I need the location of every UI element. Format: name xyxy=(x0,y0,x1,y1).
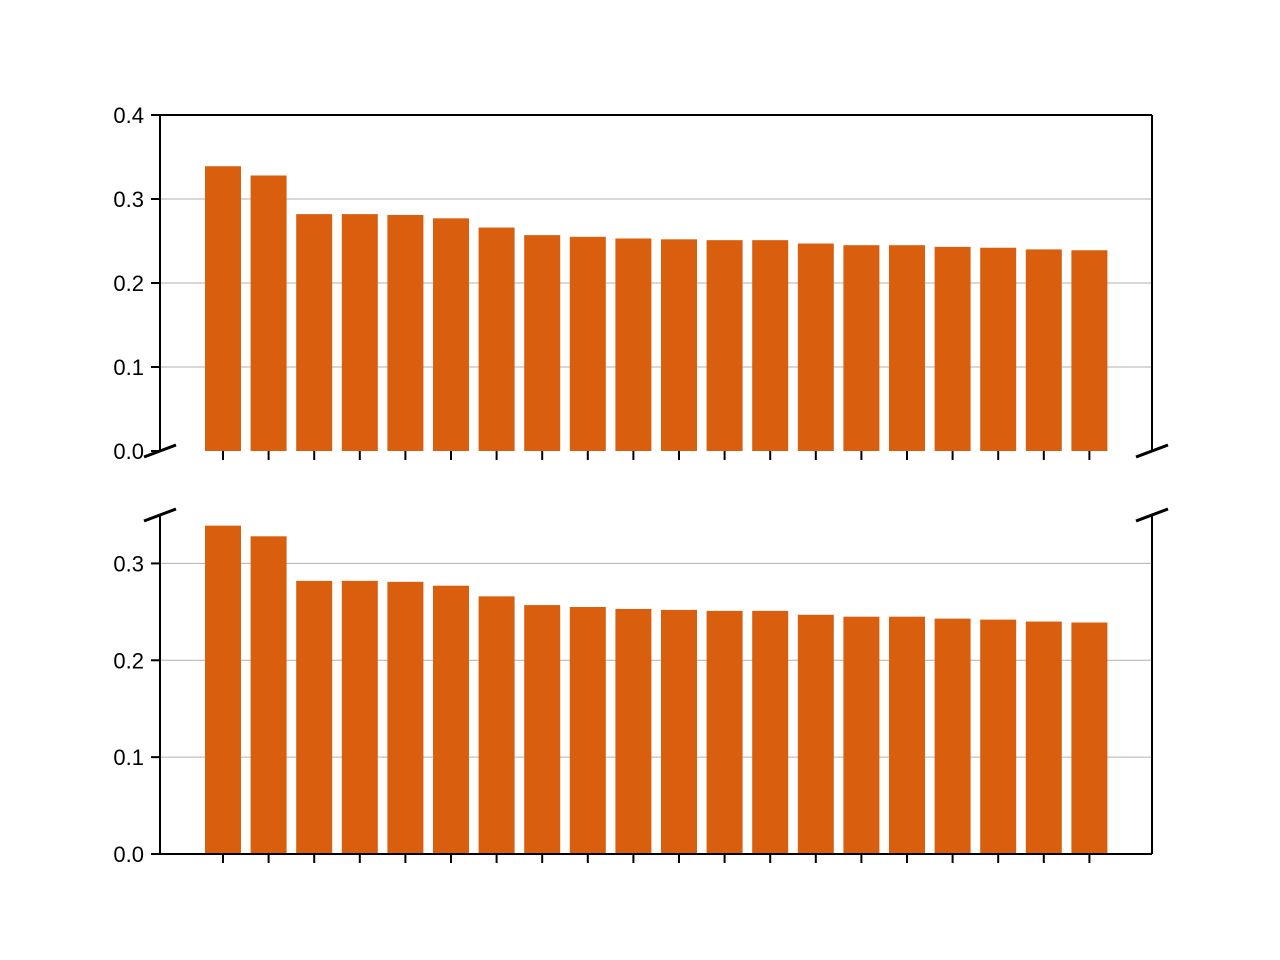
axis-break-mark xyxy=(1135,443,1169,459)
y-tick-label: 0.2 xyxy=(113,271,144,296)
bar xyxy=(934,618,971,854)
bar xyxy=(615,238,652,451)
axis-break-mark xyxy=(143,443,177,459)
bar xyxy=(569,236,606,451)
axis-break-mark xyxy=(1135,507,1169,523)
y-tick-label: 0.1 xyxy=(113,745,144,770)
bar xyxy=(706,610,743,854)
y-tick-label: 0.1 xyxy=(113,355,144,380)
bar xyxy=(387,214,424,451)
bar xyxy=(433,585,469,854)
y-tick-label: 0.3 xyxy=(113,551,144,576)
bar xyxy=(797,243,834,451)
bar xyxy=(615,608,652,854)
bar xyxy=(250,175,287,452)
bar xyxy=(980,619,1017,854)
bar xyxy=(205,166,241,452)
bar xyxy=(934,246,971,451)
bar xyxy=(205,525,241,854)
bar xyxy=(478,227,515,451)
bar xyxy=(296,580,333,854)
y-tick-label: 0.0 xyxy=(113,439,144,464)
bar xyxy=(341,580,378,854)
y-tick-label: 0.4 xyxy=(113,103,144,128)
bar xyxy=(752,610,789,854)
bar xyxy=(1071,622,1108,854)
bar xyxy=(478,596,515,854)
bar xyxy=(341,214,378,451)
bar xyxy=(569,607,606,854)
bar xyxy=(1071,250,1108,451)
bar xyxy=(889,245,925,451)
bar xyxy=(1025,621,1062,854)
bar xyxy=(1025,249,1062,451)
bar xyxy=(661,239,697,451)
bar xyxy=(797,614,834,854)
bar xyxy=(433,218,469,451)
y-tick-label: 0.2 xyxy=(113,648,144,673)
bar xyxy=(706,240,743,451)
y-tick-label: 0.3 xyxy=(113,187,144,212)
bar xyxy=(250,536,287,854)
bottom-panel: 0.0 0.1 0.2 0.3 xyxy=(113,507,1169,867)
top-panel: 0.0 0.1 0.2 0.3 0.4 xyxy=(113,103,1169,464)
bar xyxy=(661,609,697,854)
bar xyxy=(524,235,561,451)
bar xyxy=(843,245,880,451)
bar xyxy=(387,581,424,854)
bar xyxy=(980,247,1017,451)
bar xyxy=(889,616,925,854)
axis-break-mark xyxy=(143,507,177,523)
bar xyxy=(296,214,333,451)
y-tick-label: 0.0 xyxy=(113,842,144,867)
bar xyxy=(752,240,789,451)
bar xyxy=(843,616,880,854)
bar xyxy=(524,605,561,854)
